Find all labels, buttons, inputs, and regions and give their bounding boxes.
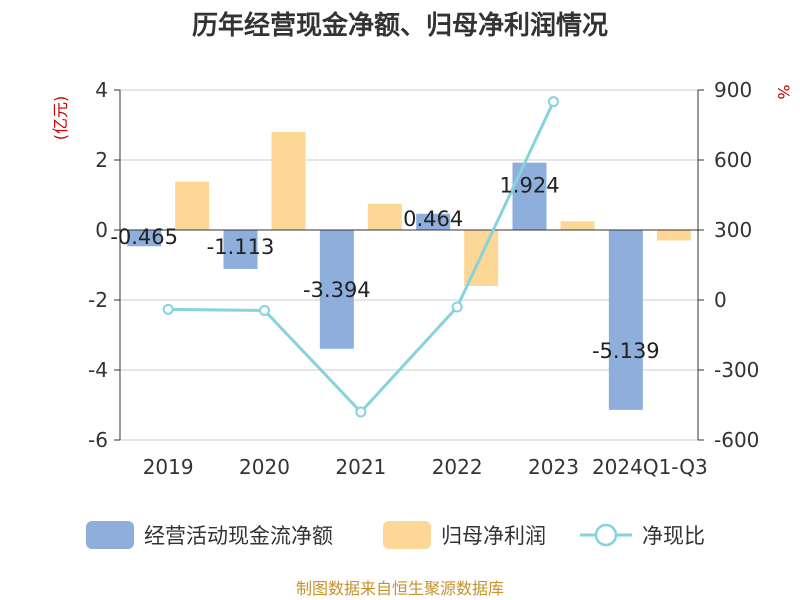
cashflow-bar: [319, 230, 354, 349]
net-profit-bar: [367, 203, 402, 230]
legend-label-ratio: 净现比: [642, 524, 705, 548]
x-tick-label: 2024Q1-Q3: [592, 455, 708, 479]
legend: 经营活动现金流净额 归母净利润 净现比: [86, 521, 705, 549]
net-profit-bar: [271, 132, 306, 230]
cashflow-bar: [223, 230, 258, 269]
cashflow-bar: [127, 230, 162, 247]
y-left-axis-label: (亿元): [51, 96, 70, 141]
cashflow-data-label: -0.465: [110, 225, 178, 249]
cashflow-data-label: -5.139: [592, 339, 660, 363]
net-profit-bar: [656, 230, 691, 241]
chart-title: 历年经营现金净额、归母净利润情况: [192, 10, 608, 41]
cashflow-data-label: -1.113: [207, 235, 275, 259]
tick-labels: 4 2 0 -2 -4 -6 900 600 300 0 -300 -600 2019 2020 2021 2…: [88, 78, 759, 479]
y-right-axis-label: %: [774, 84, 793, 99]
y-right-tick-label: 300: [714, 218, 752, 242]
y-left-tick-label: 0: [95, 218, 108, 242]
x-tick-label: 2021: [335, 455, 386, 479]
ratio-point: [162, 303, 174, 315]
x-tick-label: 2020: [239, 455, 290, 479]
bars: [127, 132, 691, 410]
ratio-point: [259, 305, 270, 316]
cashflow-data-label: 1.924: [499, 174, 559, 198]
ratio-line: [162, 96, 559, 418]
y-left-tick-label: 4: [95, 78, 108, 102]
ratio-point: [451, 301, 463, 313]
ratio-point: [355, 406, 367, 418]
y-left-tick-label: -4: [88, 358, 108, 382]
data-labels: -0.465 -1.113 -3.394 0.464 1.924 -5.139: [110, 174, 659, 363]
ratio-point: [548, 96, 559, 108]
x-tick-label: 2019: [143, 455, 194, 479]
axes: [114, 89, 704, 441]
y-right-tick-label: -300: [714, 358, 759, 382]
source-note: 制图数据来自恒生聚源数据库: [296, 579, 504, 598]
legend-label-cashflow: 经营活动现金流净额: [144, 524, 333, 548]
cashflow-bar: [416, 213, 451, 230]
y-left-tick-label: -6: [88, 428, 108, 452]
y-left-tick-label: -2: [88, 288, 108, 312]
y-right-tick-label: 600: [714, 148, 752, 172]
y-right-tick-label: 900: [714, 78, 752, 102]
y-right-tick-label: -600: [714, 428, 759, 452]
cashflow-bar: [608, 230, 643, 410]
legend-swatch-cashflow: [86, 521, 134, 549]
cashflow-data-label: 0.464: [403, 207, 463, 231]
y-left-tick-label: 2: [95, 148, 108, 172]
x-tick-label: 2022: [432, 455, 483, 479]
legend-swatch-net-profit: [383, 521, 431, 549]
net-profit-bar: [175, 181, 210, 230]
net-profit-bar: [560, 221, 595, 230]
y-right-tick-label: 0: [714, 288, 727, 312]
x-tick-label: 2023: [528, 455, 579, 479]
cashflow-data-label: -3.394: [303, 278, 371, 302]
legend-swatch-ratio-marker: [594, 523, 618, 547]
legend-label-net-profit: 归母净利润: [441, 524, 546, 548]
